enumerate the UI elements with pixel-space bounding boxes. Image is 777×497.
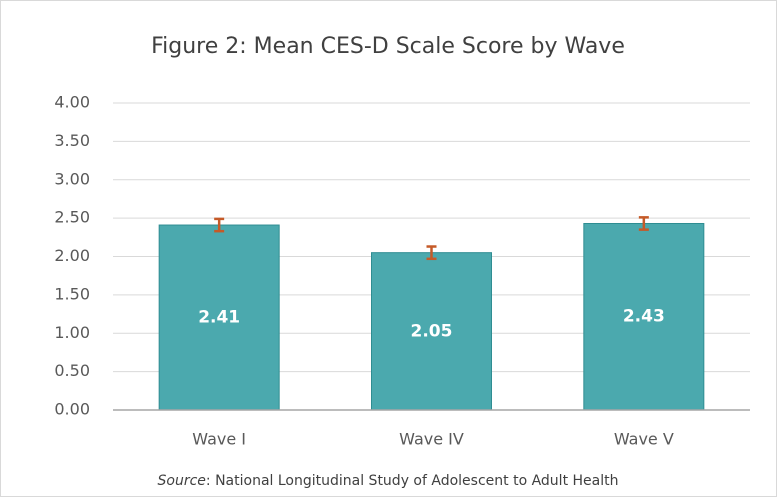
- y-tick-label: 2.50: [54, 208, 90, 227]
- source-text: : National Longitudinal Study of Adolesc…: [206, 473, 619, 489]
- chart-title: Figure 2: Mean CES-D Scale Score by Wave: [151, 34, 625, 59]
- y-tick-label: 3.00: [54, 169, 90, 188]
- data-label: 2.41: [198, 308, 240, 328]
- y-tick-label: 0.00: [54, 400, 90, 419]
- y-tick-label: 2.00: [54, 246, 90, 265]
- data-label: 2.05: [411, 321, 453, 341]
- x-tick-label: Wave V: [614, 430, 674, 449]
- x-tick-label: Wave IV: [399, 430, 464, 449]
- error-bar: [638, 216, 649, 231]
- data-label: 2.43: [623, 307, 665, 327]
- source-label: Source: [158, 473, 206, 489]
- source-note: Source: National Longitudinal Study of A…: [158, 473, 619, 489]
- y-tick-label: 3.50: [54, 131, 90, 150]
- y-tick-label: 1.00: [54, 323, 90, 342]
- y-tick-label: 1.50: [54, 284, 90, 303]
- y-tick-label: 4.00: [54, 93, 90, 112]
- error-bar: [426, 245, 437, 261]
- x-tick-label: Wave I: [192, 430, 246, 449]
- error-bar: [214, 217, 225, 233]
- y-tick-label: 0.50: [54, 361, 90, 380]
- bar: [583, 222, 705, 411]
